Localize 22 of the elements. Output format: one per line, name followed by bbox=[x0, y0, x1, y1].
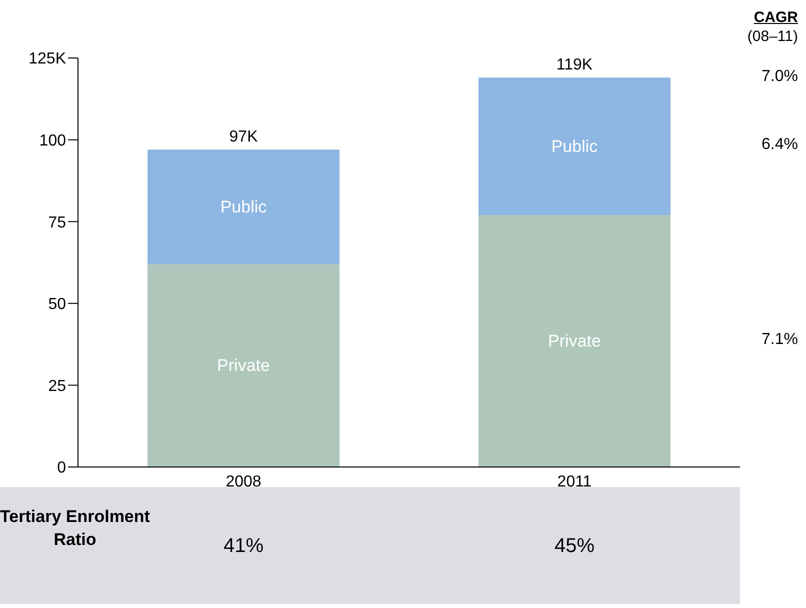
y-tick-label: 125K bbox=[28, 50, 66, 68]
text: Public bbox=[551, 136, 598, 156]
text: 7.1% bbox=[762, 331, 798, 350]
y-tick-label: 0 bbox=[57, 460, 66, 477]
text: Private bbox=[548, 332, 601, 351]
y-tick-label: 100 bbox=[39, 132, 66, 150]
text: (08–11) bbox=[747, 27, 798, 46]
series-label: Public bbox=[220, 197, 268, 216]
y-tick-label: 25 bbox=[48, 378, 66, 395]
total-label: 97K bbox=[229, 128, 258, 146]
bar bbox=[148, 150, 340, 264]
bar bbox=[148, 264, 340, 467]
total-label: 119K bbox=[556, 56, 593, 74]
text: 7.0% bbox=[762, 68, 798, 86]
text: CAGR bbox=[752, 8, 798, 27]
bar bbox=[478, 215, 671, 467]
text: 6.4% bbox=[762, 136, 798, 154]
y-tick-label: 75 bbox=[48, 214, 66, 232]
series-label: Private bbox=[217, 356, 270, 376]
bar bbox=[478, 78, 671, 216]
y-tick-label: 50 bbox=[48, 296, 66, 314]
table-panel: Tertiary Enrolment Ratio 41% 45% bbox=[0, 487, 740, 604]
